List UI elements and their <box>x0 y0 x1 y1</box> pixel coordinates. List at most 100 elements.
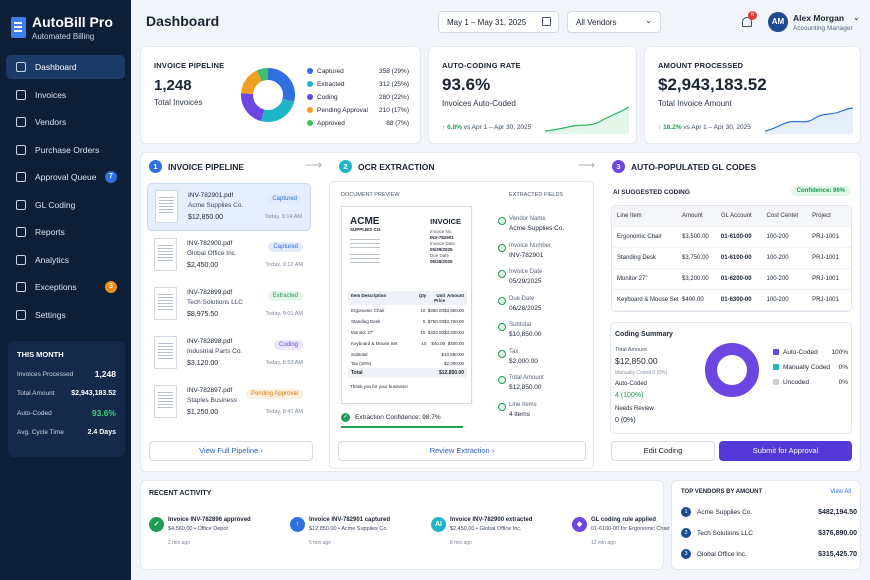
check-circle-icon <box>498 376 506 384</box>
manual-value: 0 (0%) <box>652 370 668 376</box>
coding-donut-chart <box>705 343 759 397</box>
extracted-field[interactable]: Invoice Number INV-782901 <box>498 243 589 259</box>
vendor-row[interactable]: 1 Acme Supplies Co. $482,194.50 <box>681 506 857 518</box>
document-table-cell: 10 <box>420 308 426 313</box>
sidebar-item-analytics[interactable]: Analytics <box>6 248 125 272</box>
pipeline-legend: Captured 358 (29%) Extracted 312 (25%) Codin… <box>307 67 409 132</box>
app-logo[interactable]: AutoBill Pro Automated Billing <box>11 14 113 41</box>
recent-activity-title: RECENT ACTIVITY <box>149 490 212 497</box>
activity-title: Invoice INV-782896 approved <box>168 517 251 523</box>
gl-table-row[interactable]: Monitor 27" $3,200.00 01-6200-00 100-200 PRJ… <box>612 269 851 290</box>
donut-segment-approved <box>241 68 295 122</box>
activity-time: 5 min ago <box>309 540 331 546</box>
document-meta-line: Invoice Date <box>430 241 456 246</box>
file-icon <box>16 89 26 100</box>
date-range-picker[interactable]: May 1 – May 31, 2025 <box>438 11 559 33</box>
submit-for-approval-button[interactable]: Submit for Approval <box>719 441 852 461</box>
status-badge: Captured <box>268 242 303 252</box>
button-label: View Full Pipeline <box>199 446 259 455</box>
vendor-filter-select[interactable]: All Vendors ⌄ <box>567 11 661 33</box>
extracted-field[interactable]: Due Date 06/28/2025 <box>498 296 589 312</box>
sidebar-item-reports[interactable]: Reports <box>6 220 125 244</box>
invoice-list-item[interactable]: INV-782901.pdf Acme Supplies Co. $12,850.0… <box>147 183 311 231</box>
review-extraction-button[interactable]: Review Extraction › <box>338 441 586 461</box>
delta-period: vs Apr 1 – Apr 30, 2025 <box>463 124 532 131</box>
activity-time: 8 min ago <box>450 540 472 546</box>
delta-value: 18.2% <box>663 124 682 131</box>
legend-dot <box>307 120 313 126</box>
gl-header-cell: GL Account <box>720 213 752 219</box>
document-table-cell: Monitor 27" <box>351 330 374 335</box>
avatar[interactable]: AM <box>768 12 788 32</box>
kpi-subtitle: Total Invoice Amount <box>658 99 732 108</box>
extracted-field-value: $10,850.00 <box>509 331 542 338</box>
view-all-link[interactable]: View All <box>830 489 851 495</box>
bell-icon[interactable] <box>742 17 752 27</box>
document-table-cell: 5 <box>422 319 426 324</box>
invoice-list-item[interactable]: INV-782897.pdf Staples Business $1,250.00 P… <box>147 379 311 427</box>
legend-label: Captured <box>317 67 344 75</box>
sidebar-item-label: Invoices <box>35 89 67 100</box>
stat-label: Avg. Cycle Time <box>17 429 64 436</box>
extracted-field[interactable]: Total Amount $12,850.00 <box>498 375 589 391</box>
tax-label: Tax (18%) <box>351 361 372 366</box>
ai-icon: AI <box>431 517 446 532</box>
vendor-row[interactable]: 3 Global Office Inc. $315,425.70 <box>681 548 857 560</box>
extracted-field[interactable]: Invoice Date 05/29/2025 <box>498 269 589 285</box>
invoice-vendor: Staples Business <box>187 397 237 404</box>
invoice-vendor: Acme Supplies Co. <box>188 202 244 209</box>
extracted-field[interactable]: Tax $2,000.00 <box>498 349 589 365</box>
sidebar-item-exceptions[interactable]: Exceptions 3 <box>6 275 125 299</box>
check-circle-icon <box>498 296 506 305</box>
extracted-field[interactable]: Line Items 4 items <box>498 402 589 418</box>
view-full-pipeline-button[interactable]: View Full Pipeline › <box>149 441 313 461</box>
gl-table-row[interactable]: Keyboard & Mouse Set $400.00 01-6300-00 100… <box>612 290 851 311</box>
confidence-bar <box>341 426 465 428</box>
document-table-cell: $320.00 <box>427 330 444 335</box>
vendor-rank: 1 <box>681 507 691 517</box>
invoice-document-preview[interactable]: ACME SUPPLIES CO. INVOICE Invoice No. INV… <box>341 206 472 404</box>
invoice-list-item[interactable]: INV-782899.pdf Tech Solutions LLC $8,975.5… <box>147 281 311 329</box>
legend-label: Pending Approval <box>317 106 368 114</box>
step-number: 2 <box>339 160 352 173</box>
legend-dot <box>307 94 313 100</box>
invoice-time: Today, 8:53 AM <box>265 360 303 366</box>
extracted-field[interactable]: Vendor Name Acme Supplies Co. <box>498 216 589 232</box>
chevron-down-icon[interactable]: ⌄ <box>853 13 860 22</box>
check-circle-icon: ✓ <box>341 413 350 422</box>
document-table-head-cell: Item Description <box>351 293 387 298</box>
vendor-amount: $315,425.70 <box>818 550 857 558</box>
auto-coded-label: Auto-Coded <box>615 381 648 387</box>
extracted-field[interactable]: Subtotal $10,850.00 <box>498 322 589 338</box>
invoice-list-item[interactable]: INV-782900.pdf Global Office Inc. $2,450.0… <box>147 232 311 280</box>
gear-icon <box>16 309 26 320</box>
document-table-row: Keyboard & Mouse Set 10 $40.00 $400.00 <box>348 338 467 349</box>
delta-period: vs Apr 1 – Apr 30, 2025 <box>683 124 751 131</box>
edit-coding-button[interactable]: Edit Coding <box>611 441 715 461</box>
sidebar-item-dashboard[interactable]: Dashboard <box>6 55 125 79</box>
invoice-pipeline-kpi: INVOICE PIPELINE 1,248 Total Invoices Ca… <box>140 46 421 144</box>
top-vendors-card: TOP VENDORS BY AMOUNT View All 1 Acme Sup… <box>671 480 861 570</box>
vendor-row[interactable]: 2 Tech Solutions LLC $376,890.00 <box>681 527 857 539</box>
gl-header-cell: Line Item <box>617 213 642 219</box>
invoice-list-item[interactable]: INV-782898.pdf Industrial Parts Co. $3,120… <box>147 330 311 378</box>
vendor-rank: 3 <box>681 549 691 559</box>
activity-subtitle: $2,450.00 • Global Office Inc. <box>450 526 522 532</box>
sidebar-item-purchase-orders[interactable]: Purchase Orders <box>6 138 125 162</box>
document-table-cell: Ergonomic Chair <box>351 308 385 313</box>
vendor-amount: $376,890.00 <box>818 529 857 537</box>
sidebar-item-invoices[interactable]: Invoices <box>6 83 125 107</box>
vendor-rank: 2 <box>681 528 691 538</box>
gl-table-row[interactable]: Standing Desk $3,750.00 01-6100-00 100-200 P… <box>612 248 851 269</box>
clipboard-icon <box>16 144 26 155</box>
activity-title: GL coding rule applied <box>591 517 656 523</box>
sidebar-item-gl-coding[interactable]: GL Coding <box>6 193 125 217</box>
sidebar-item-settings[interactable]: Settings <box>6 303 125 327</box>
sidebar-item-vendors[interactable]: Vendors <box>6 110 125 134</box>
user-name[interactable]: Alex Morgan <box>793 13 845 23</box>
extracted-fields-label: EXTRACTED FIELDS <box>509 192 564 198</box>
sidebar-item-approval-queue[interactable]: Approval Queue 7 <box>6 165 125 189</box>
step-ocr-header: 2 OCR EXTRACTION <box>339 160 435 173</box>
invoice-thumbnail <box>154 287 177 320</box>
gl-table-row[interactable]: Ergonomic Chair $3,500.00 01-6100-00 100-20… <box>612 227 851 248</box>
